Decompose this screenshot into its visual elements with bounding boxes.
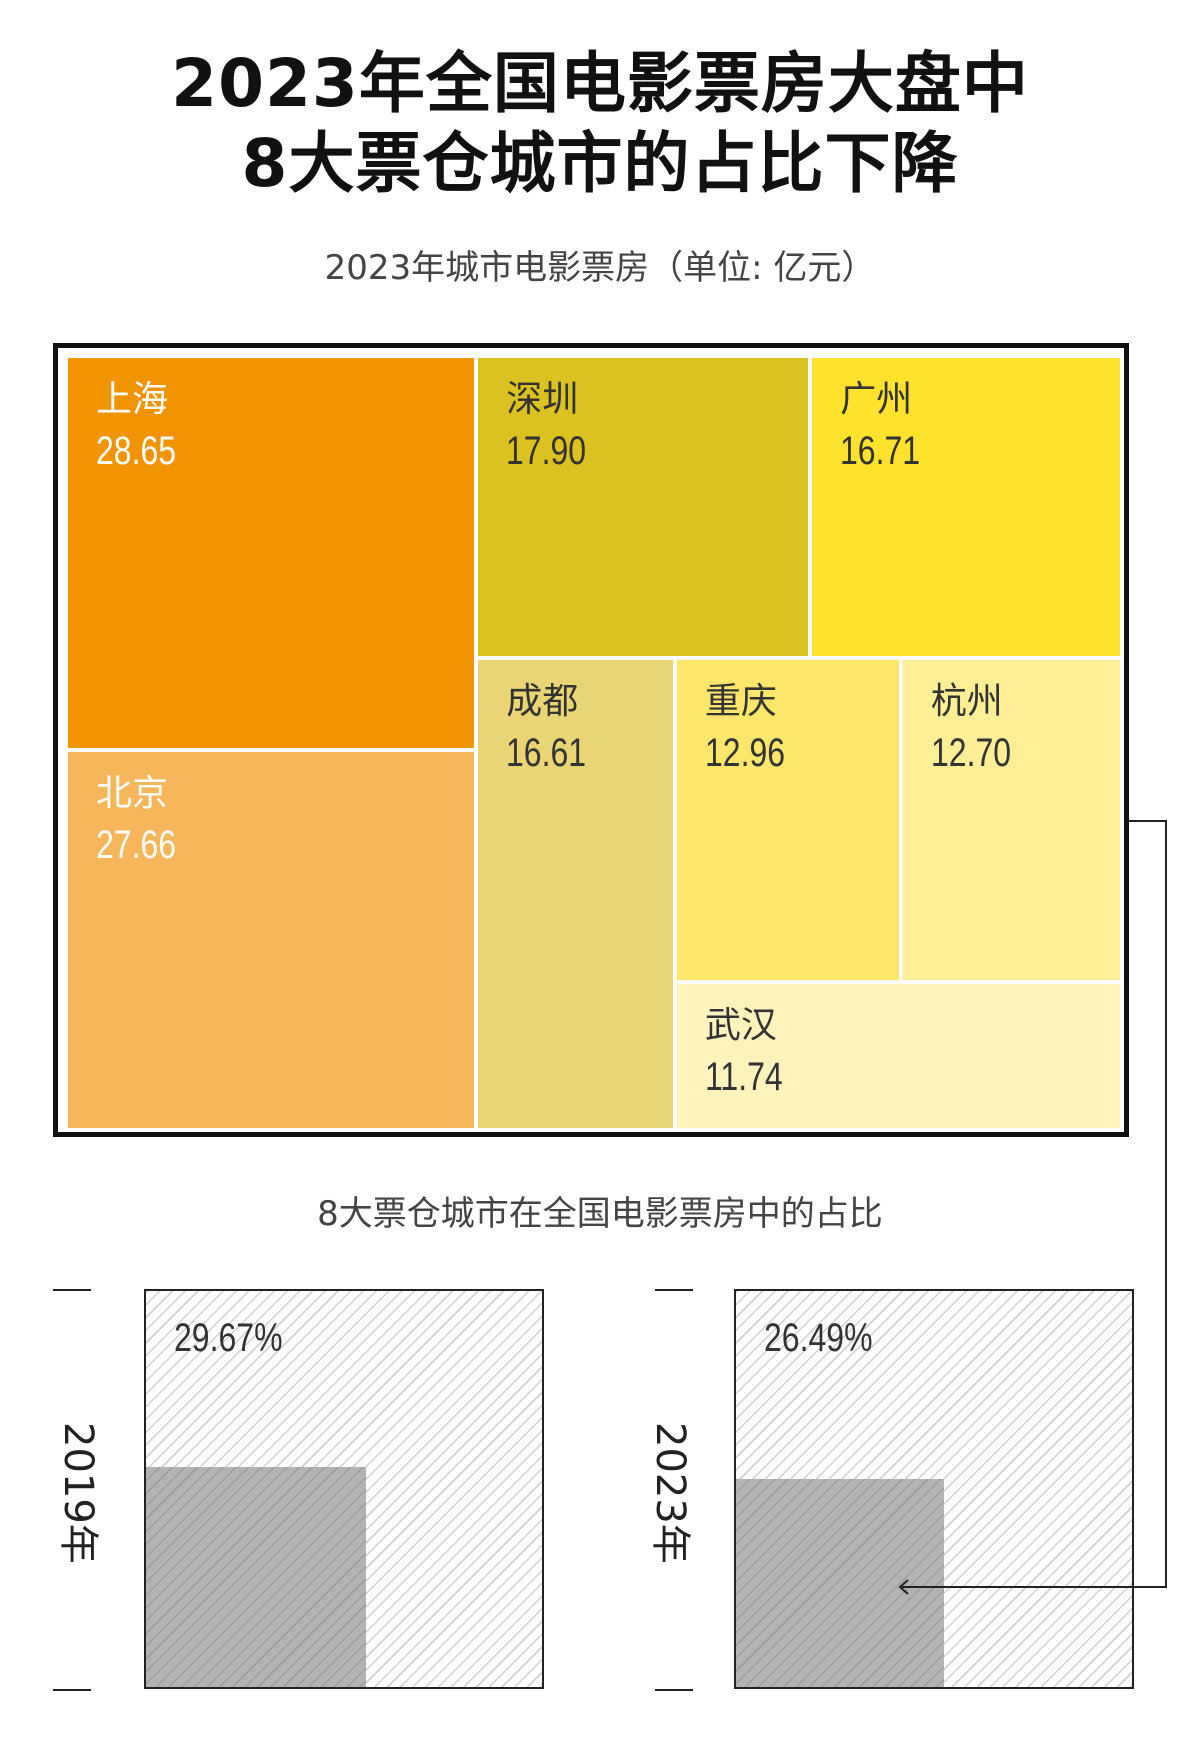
proportion-value-2019: 29.67% (174, 1316, 283, 1360)
treemap-cell-shenzhen: 深圳 17.90 (476, 356, 811, 659)
cell-name: 上海 (96, 379, 169, 420)
title-line-1: 2023年全国电影票房大盘中 (171, 45, 1029, 122)
cell-value: 16.61 (506, 731, 587, 776)
cell-value: 28.65 (96, 429, 177, 473)
cell-name: 深圳 (506, 379, 579, 420)
treemap-cell-chengdu: 成都 16.61 (476, 658, 675, 1130)
treemap-cell-guangzhou: 广州 16.71 (810, 356, 1122, 659)
cell-name: 广州 (840, 379, 913, 420)
cell-name: 杭州 (930, 681, 1003, 723)
cell-name: 武汉 (704, 1004, 777, 1046)
cell-value: 11.74 (704, 1054, 783, 1099)
proportion-value-2023: 26.49% (764, 1316, 873, 1360)
treemap-cell-shanghai: 上海 28.65 (66, 356, 477, 750)
cell-value: 17.90 (506, 429, 587, 473)
cell-name: 成都 (506, 681, 579, 723)
tick-mark (53, 1289, 91, 1291)
proportion-fill-2019 (146, 1466, 367, 1687)
treemap-cell-chongqing: 重庆 12.96 (674, 658, 901, 982)
proportion-fill-2023 (736, 1479, 944, 1687)
cell-name: 重庆 (704, 681, 777, 723)
treemap-cell-hangzhou: 杭州 12.70 (900, 658, 1122, 982)
title-line-2: 8大票仓城市的占比下降 (241, 125, 959, 202)
cell-value: 12.96 (704, 731, 785, 776)
treemap-subtitle: 2023年城市电影票房（单位: 亿元） (324, 248, 876, 288)
cell-value: 27.66 (96, 822, 177, 867)
proportion-panel-2019: 29.67% (144, 1289, 544, 1689)
treemap-cell-wuhan: 武汉 11.74 (674, 981, 1122, 1130)
cell-name: 北京 (96, 772, 169, 814)
treemap: 上海 28.65 北京 27.66 深圳 17.90 广州 16.71 成都 1… (53, 343, 1129, 1137)
treemap-cell-beijing: 北京 27.66 (66, 749, 477, 1130)
cell-value: 16.71 (840, 429, 921, 473)
cell-value: 12.70 (930, 731, 1011, 776)
tick-mark (53, 1689, 91, 1691)
proportion-panel-2023: 26.49% (734, 1289, 1134, 1689)
comparison-subtitle: 8大票仓城市在全国电影票房中的占比 (317, 1194, 883, 1234)
tick-mark (655, 1689, 693, 1691)
tick-mark (655, 1289, 693, 1291)
